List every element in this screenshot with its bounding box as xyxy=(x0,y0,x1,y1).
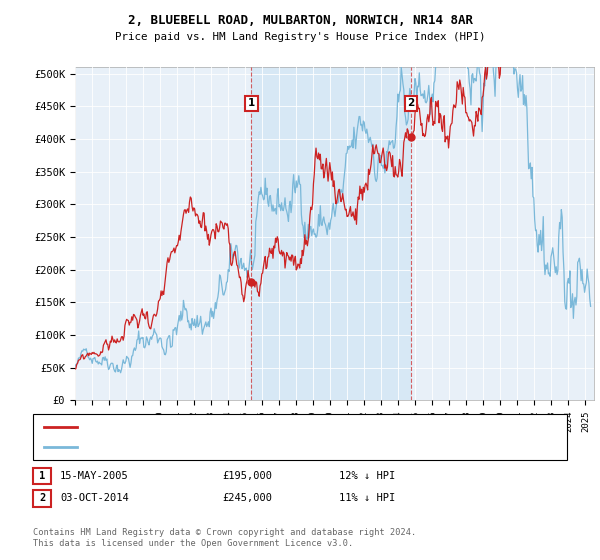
Text: 1: 1 xyxy=(39,471,45,481)
Text: 03-OCT-2014: 03-OCT-2014 xyxy=(60,493,129,503)
Text: 2: 2 xyxy=(407,98,415,108)
Text: Price paid vs. HM Land Registry's House Price Index (HPI): Price paid vs. HM Land Registry's House … xyxy=(115,32,485,43)
Text: 15-MAY-2005: 15-MAY-2005 xyxy=(60,471,129,481)
Text: 11% ↓ HPI: 11% ↓ HPI xyxy=(339,493,395,503)
Text: 1: 1 xyxy=(248,98,255,108)
Text: 2: 2 xyxy=(39,493,45,503)
Text: 12% ↓ HPI: 12% ↓ HPI xyxy=(339,471,395,481)
Text: Contains HM Land Registry data © Crown copyright and database right 2024.
This d: Contains HM Land Registry data © Crown c… xyxy=(33,528,416,548)
Text: 2, BLUEBELL ROAD, MULBARTON, NORWICH, NR14 8AR: 2, BLUEBELL ROAD, MULBARTON, NORWICH, NR… xyxy=(128,14,473,27)
Text: £195,000: £195,000 xyxy=(222,471,272,481)
Bar xyxy=(251,67,411,400)
Text: 2, BLUEBELL ROAD, MULBARTON, NORWICH, NR14 8AR (detached house): 2, BLUEBELL ROAD, MULBARTON, NORWICH, NR… xyxy=(84,423,446,432)
Text: HPI: Average price, detached house, South Norfolk: HPI: Average price, detached house, Sout… xyxy=(84,443,366,452)
Text: £245,000: £245,000 xyxy=(222,493,272,503)
